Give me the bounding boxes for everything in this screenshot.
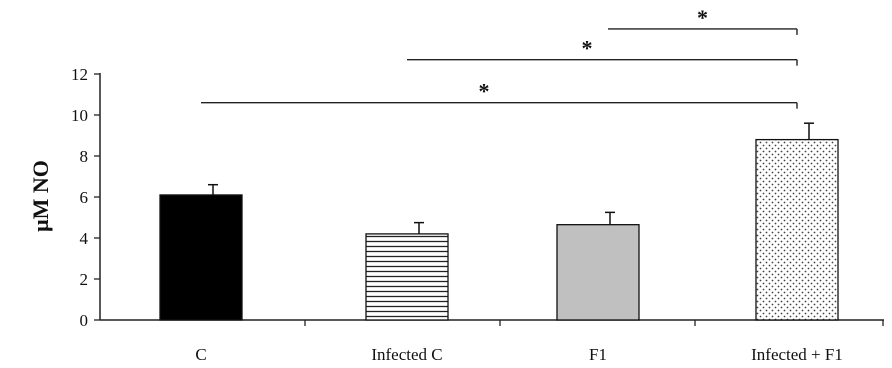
y-tick-label: 8 <box>80 147 89 166</box>
x-axis: C Infected C F1 Infected + F1 <box>100 319 884 364</box>
bar-2 <box>365 233 449 321</box>
significance-markers: * * * <box>201 5 798 109</box>
bar-4 <box>755 138 839 321</box>
y-tick-label: 2 <box>80 270 89 289</box>
y-tick-label: 4 <box>80 229 89 248</box>
significance-star-1: * <box>479 79 490 104</box>
y-tick-label: 6 <box>80 188 89 207</box>
significance-star-3: * <box>697 5 708 30</box>
y-axis: 0 2 4 6 8 10 12 <box>71 65 101 330</box>
bar-1 <box>159 194 243 321</box>
y-axis-label: μM NO <box>28 160 53 232</box>
x-tick-label: C <box>195 345 206 364</box>
x-tick-label: Infected + F1 <box>751 345 843 364</box>
y-tick-label: 0 <box>80 311 89 330</box>
x-tick-label: Infected C <box>371 345 442 364</box>
y-tick-label: 10 <box>71 106 88 125</box>
significance-star-2: * <box>582 36 593 61</box>
error-bars <box>208 122 814 234</box>
bar-3 <box>556 224 640 321</box>
x-tick-label: F1 <box>589 345 607 364</box>
y-tick-label: 12 <box>71 65 88 84</box>
bars <box>159 138 839 321</box>
